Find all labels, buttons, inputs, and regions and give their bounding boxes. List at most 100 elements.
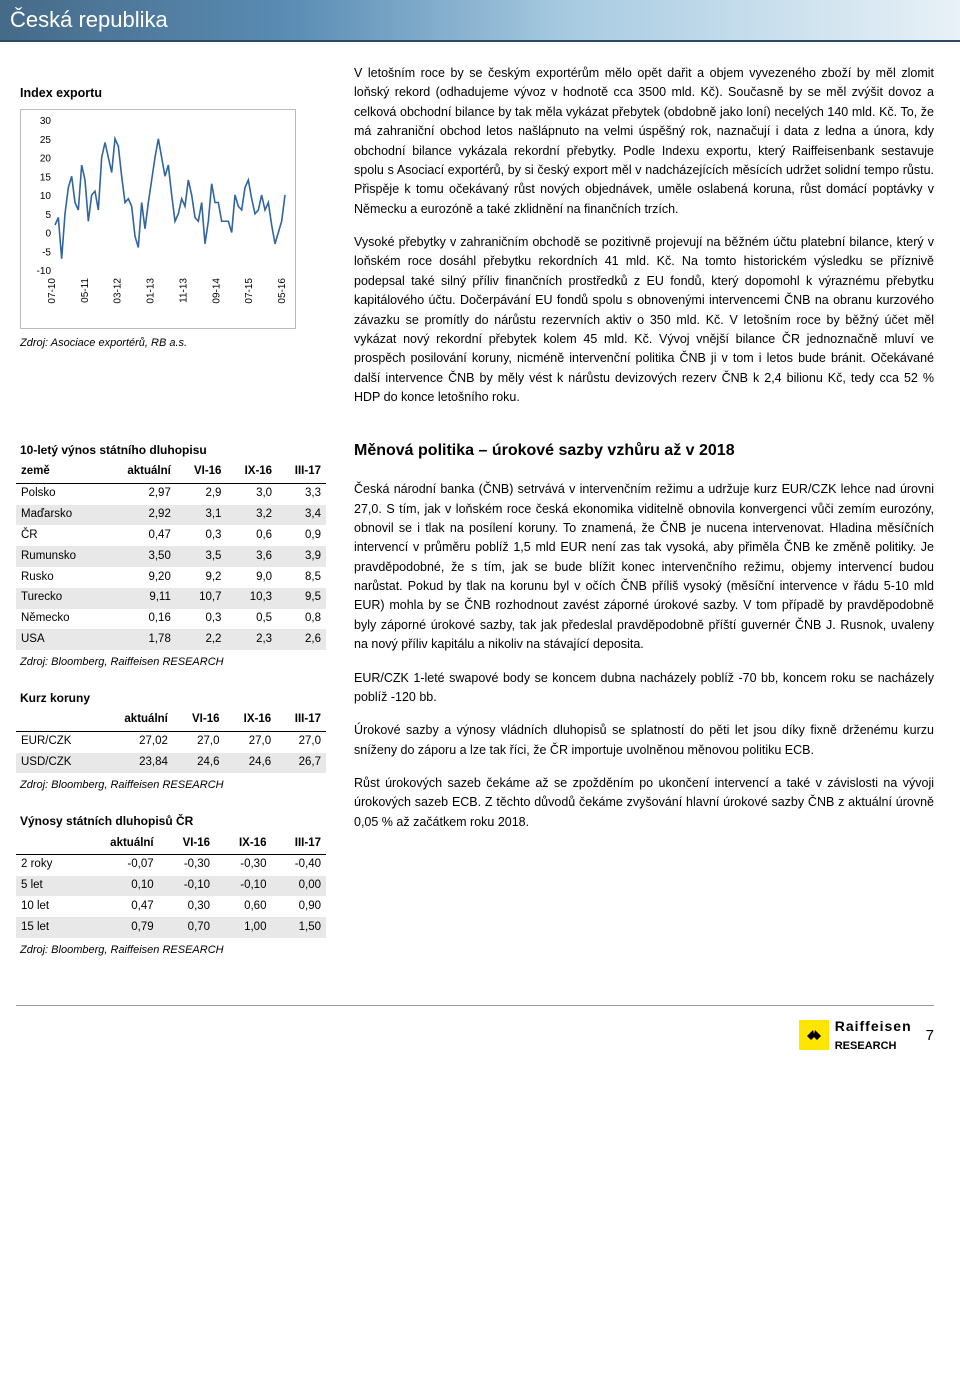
table-cell: 1,00 (215, 917, 271, 938)
table-cell: 0,30 (159, 896, 215, 917)
table-cell: 9,0 (226, 567, 277, 588)
table-cell: 9,5 (277, 588, 326, 609)
left-column: Index exportu -10-505101520253007-1005-1… (16, 64, 326, 421)
table1-source: Zdroj: Bloomberg, Raiffeisen RESEARCH (20, 654, 326, 671)
body2-p2: EUR/CZK 1-leté swapové body se koncem du… (354, 669, 934, 708)
body2-column: Měnová politika – úrokové sazby vzhůru a… (354, 435, 934, 977)
table-header: aktuální (99, 710, 173, 731)
table-cell: 0,9 (277, 525, 326, 546)
table-cell: 0,3 (176, 525, 227, 546)
table-cell: Polsko (16, 483, 104, 504)
table-cell: 23,84 (99, 753, 173, 774)
raiffeisen-logo: Raiffeisen RESEARCH (799, 1016, 912, 1055)
chart-box: -10-505101520253007-1005-1103-1201-1311-… (20, 109, 296, 329)
table-header: IX-16 (226, 462, 277, 483)
table-cell: 3,5 (176, 546, 227, 567)
table-header: aktuální (104, 462, 176, 483)
logo-mark-icon (799, 1020, 829, 1050)
table-cell: 0,47 (104, 525, 176, 546)
table-cell: 3,1 (176, 505, 227, 526)
body-p1: V letošním roce by se českým exportérům … (354, 64, 934, 219)
table-cell: 2,92 (104, 505, 176, 526)
table-cell: 2,97 (104, 483, 176, 504)
table-cell: 2,6 (277, 629, 326, 650)
svg-text:11-13: 11-13 (178, 278, 189, 303)
table-header: III-17 (276, 710, 326, 731)
table-cell: 3,3 (277, 483, 326, 504)
tables-column: 10-letý výnos státního dluhopisu zeměakt… (16, 435, 326, 977)
table-cell: 10,7 (176, 588, 227, 609)
table-row: Maďarsko2,923,13,23,4 (16, 505, 326, 526)
cr-bond-yield-table: aktuálníVI-16IX-16III-172 roky-0,07-0,30… (16, 833, 326, 938)
table-cell: 9,11 (104, 588, 176, 609)
table-cell: 3,4 (277, 505, 326, 526)
table-row: Rusko9,209,29,08,5 (16, 567, 326, 588)
table-cell: 27,0 (225, 731, 277, 752)
table-header: III-17 (277, 462, 326, 483)
table-cell: 3,0 (226, 483, 277, 504)
chart-title: Index exportu (20, 84, 322, 103)
chart-svg: -10-505101520253007-1005-1103-1201-1311-… (27, 116, 289, 322)
svg-text:09-14: 09-14 (211, 278, 222, 304)
section-heading: Měnová politika – úrokové sazby vzhůru a… (354, 439, 934, 464)
table-cell: 0,60 (215, 896, 271, 917)
table2-title: Kurz koruny (20, 689, 326, 708)
body-p2: Vysoké přebytky v zahraničním obchodě se… (354, 233, 934, 407)
table-cell: 1,78 (104, 629, 176, 650)
page-header: Česká republika (0, 0, 960, 42)
table-row: Německo0,160,30,50,8 (16, 609, 326, 630)
table-header: země (16, 462, 104, 483)
table-cell: 24,6 (225, 753, 277, 774)
svg-text:30: 30 (40, 116, 52, 127)
page-footer: Raiffeisen RESEARCH 7 (16, 1005, 934, 1069)
table-cell: 2 roky (16, 854, 78, 875)
svg-text:10: 10 (40, 191, 52, 202)
table-cell: 27,02 (99, 731, 173, 752)
table-row: ČR0,470,30,60,9 (16, 525, 326, 546)
export-index-chart: Index exportu -10-505101520253007-1005-1… (16, 84, 326, 362)
bond-yield-table: zeměaktuálníVI-16IX-16III-17Polsko2,972,… (16, 462, 326, 650)
czk-rate-table: aktuálníVI-16IX-16III-17EUR/CZK27,0227,0… (16, 710, 326, 773)
table-cell: -0,07 (78, 854, 158, 875)
table-cell: 2,9 (176, 483, 227, 504)
table2-source: Zdroj: Bloomberg, Raiffeisen RESEARCH (20, 777, 326, 794)
table-row: USD/CZK23,8424,624,626,7 (16, 753, 326, 774)
table-cell: -0,10 (215, 876, 271, 897)
chart-source: Zdroj: Asociace exportérů, RB a.s. (20, 335, 322, 352)
table-cell: 27,0 (173, 731, 225, 752)
table-cell: 0,16 (104, 609, 176, 630)
table-row: USA1,782,22,32,6 (16, 629, 326, 650)
table-cell: 0,6 (226, 525, 277, 546)
table-cell: -0,30 (159, 854, 215, 875)
table-cell: 0,90 (271, 896, 326, 917)
top-section: Index exportu -10-505101520253007-1005-1… (0, 42, 960, 431)
header-title: Česká republika (10, 3, 168, 37)
table-cell: -0,40 (271, 854, 326, 875)
table-row: Rumunsko3,503,53,63,9 (16, 546, 326, 567)
brand-sub: RESEARCH (835, 1038, 912, 1055)
table-row: 5 let0,10-0,10-0,100,00 (16, 876, 326, 897)
svg-text:20: 20 (40, 154, 52, 165)
table-cell: 8,5 (277, 567, 326, 588)
table-cell: 3,2 (226, 505, 277, 526)
table-cell: -0,30 (215, 854, 271, 875)
table-cell: Rusko (16, 567, 104, 588)
table-cell: 0,00 (271, 876, 326, 897)
page-number: 7 (926, 1024, 934, 1047)
table-cell: 0,47 (78, 896, 158, 917)
table-cell: 9,2 (176, 567, 227, 588)
table-cell: 3,50 (104, 546, 176, 567)
table-cell: 24,6 (173, 753, 225, 774)
table-cell: 5 let (16, 876, 78, 897)
svg-text:15: 15 (40, 173, 52, 184)
svg-text:07-10: 07-10 (47, 278, 58, 304)
table-header: III-17 (271, 833, 326, 854)
svg-text:05-16: 05-16 (277, 278, 288, 304)
table-cell: 10 let (16, 896, 78, 917)
svg-text:-10: -10 (37, 266, 52, 277)
table-cell: USA (16, 629, 104, 650)
table-cell: 0,10 (78, 876, 158, 897)
table-header (16, 833, 78, 854)
table-cell: 3,9 (277, 546, 326, 567)
table-header (16, 710, 99, 731)
